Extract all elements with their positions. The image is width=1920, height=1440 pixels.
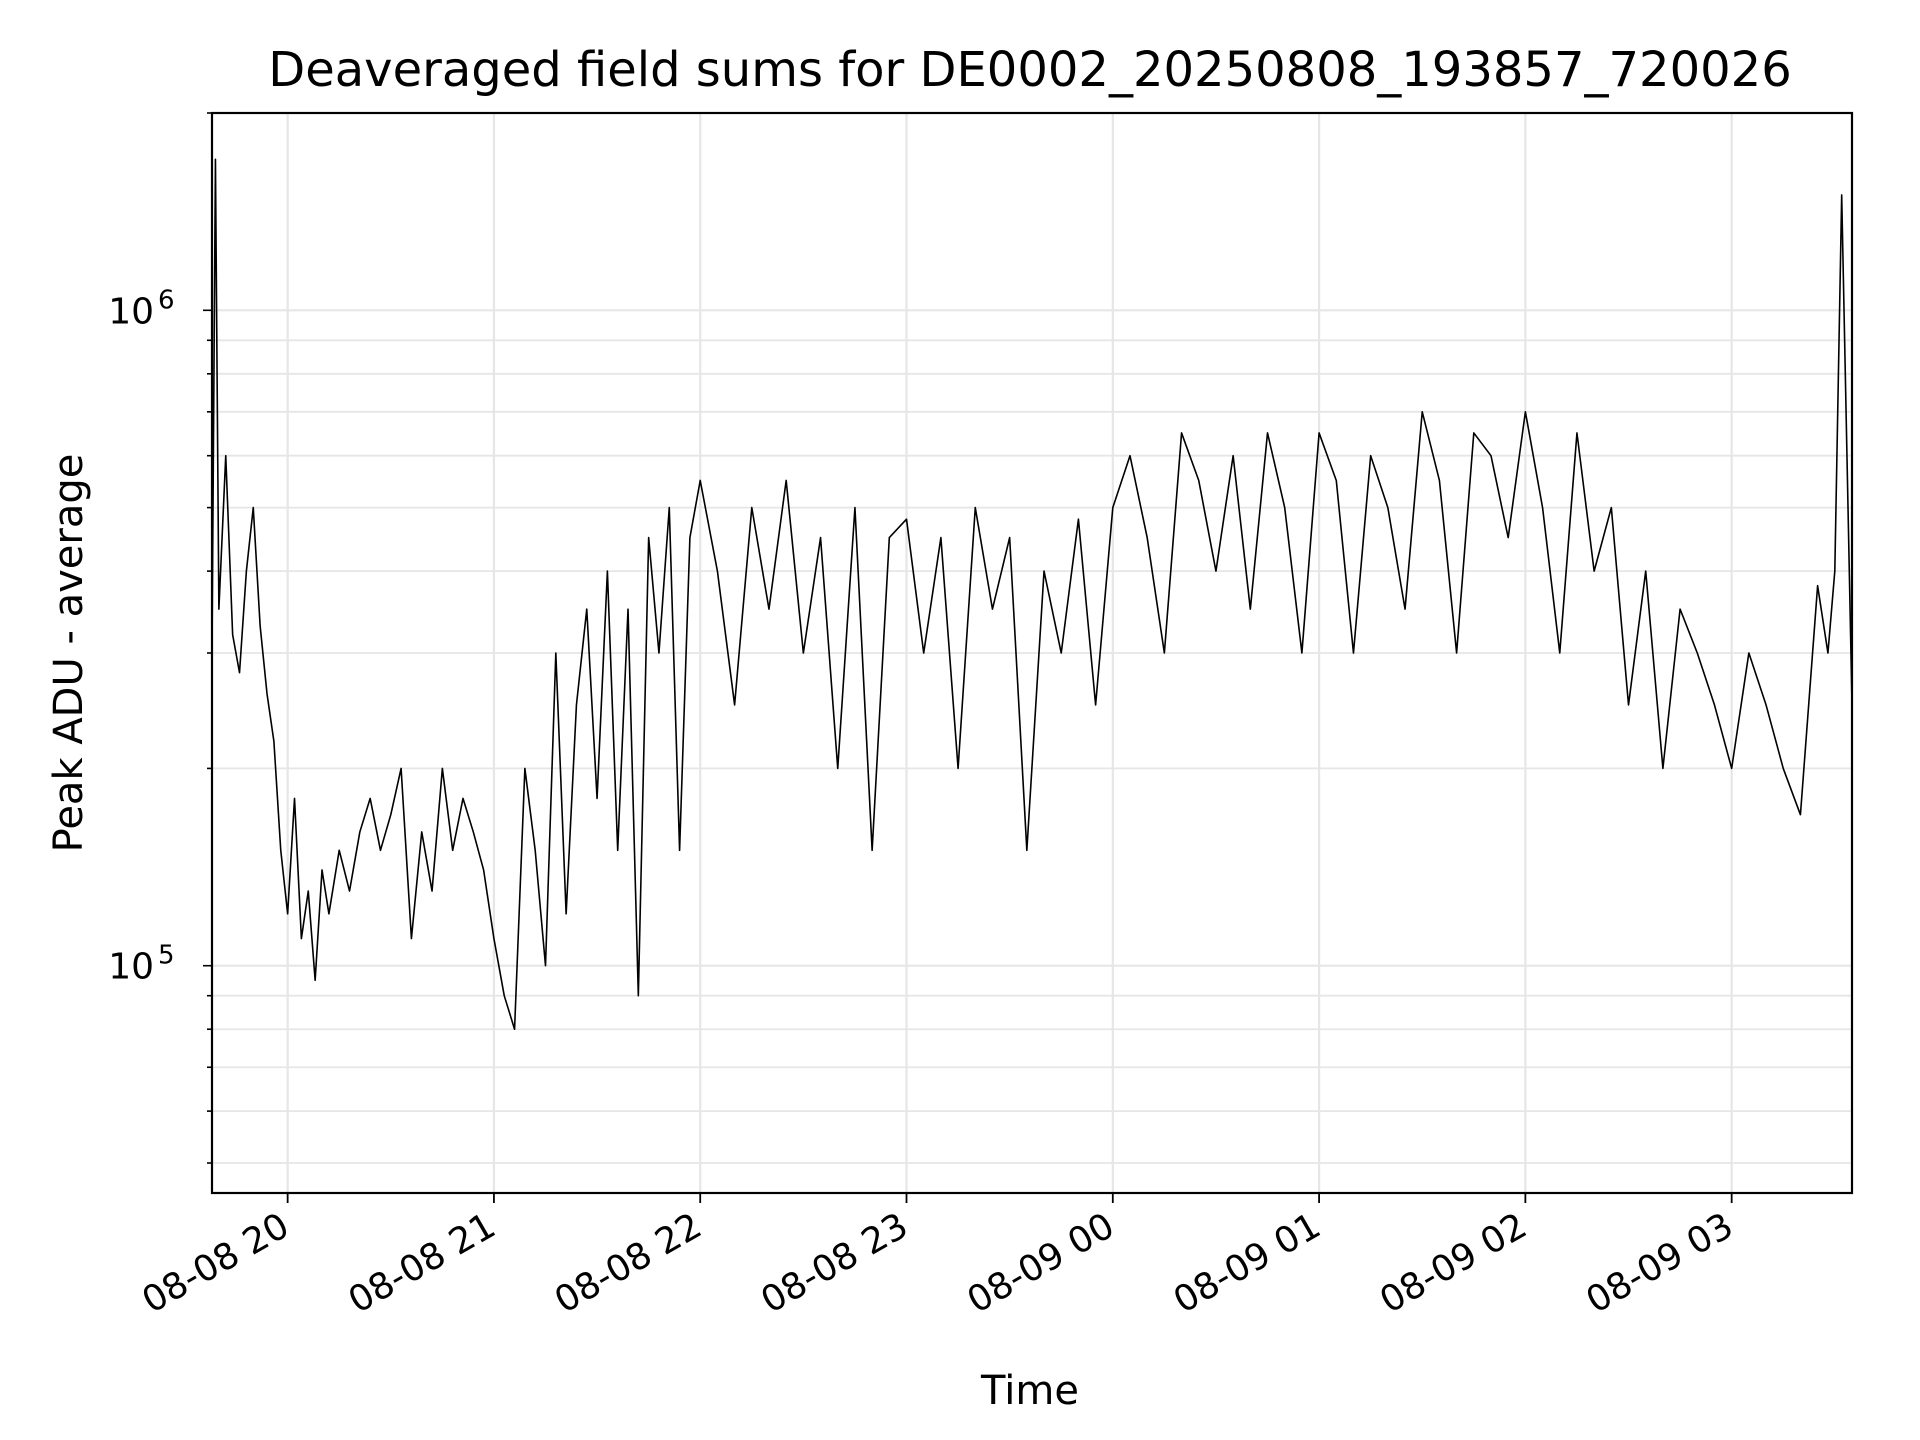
x-tick-label: 08-08 21 xyxy=(342,1205,503,1321)
y-tick-base: 10 xyxy=(108,947,154,988)
chart-title: Deaveraged field sums for DE0002_2025080… xyxy=(268,42,1791,98)
x-tick-label: 08-08 23 xyxy=(754,1205,915,1321)
series-layer xyxy=(211,158,1853,1031)
y-axis-label: Peak ADU - average xyxy=(46,454,92,853)
y-tick-label: 10 5 xyxy=(108,941,174,988)
y-tick-exponent: 6 xyxy=(158,285,175,315)
y-tick-label: 10 6 xyxy=(108,285,174,332)
x-tick-label: 08-08 20 xyxy=(135,1205,296,1321)
x-tick-label: 08-08 22 xyxy=(548,1205,709,1321)
x-axis-label: Time xyxy=(980,1368,1079,1414)
x-tick-label: 08-09 03 xyxy=(1579,1205,1740,1321)
series-line xyxy=(211,158,1853,1031)
x-tick-label: 08-09 02 xyxy=(1373,1205,1534,1321)
y-tick-exponent: 5 xyxy=(158,941,175,971)
tick-layer: 08-08 20 08-08 21 08-08 22 08-08 23 08-09 00… xyxy=(108,112,1740,1322)
y-tick-base: 10 xyxy=(108,291,154,332)
grid-layer xyxy=(212,112,1852,1193)
x-tick-label: 08-09 01 xyxy=(1167,1205,1328,1321)
x-tick-label: 08-09 00 xyxy=(961,1205,1122,1321)
